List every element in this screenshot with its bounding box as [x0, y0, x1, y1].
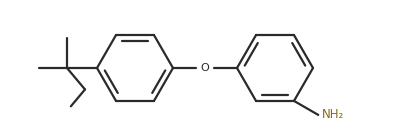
- Text: O: O: [200, 63, 209, 73]
- Text: NH₂: NH₂: [322, 108, 345, 121]
